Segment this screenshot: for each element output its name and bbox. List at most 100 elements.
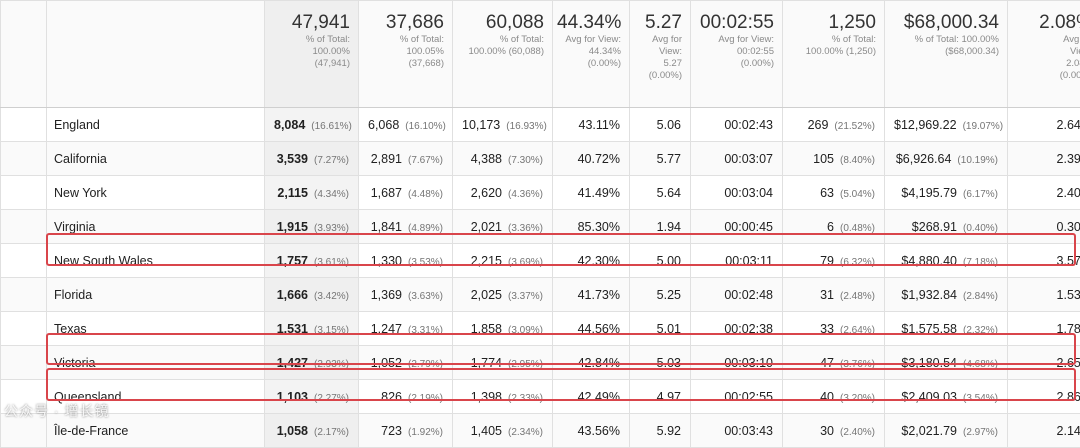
duration-value: 00:03:10 bbox=[724, 356, 773, 370]
cell-revenue: $4,195.79(6.17%) bbox=[885, 176, 1008, 210]
region-name[interactable]: New South Wales bbox=[47, 244, 265, 278]
duration-value: 00:02:48 bbox=[724, 288, 773, 302]
transactions-value: 33 bbox=[820, 322, 834, 336]
cell-users: 8,084(16.61%) bbox=[265, 108, 359, 142]
users-percent: (7.27%) bbox=[314, 155, 349, 166]
cell-new-users: 6,068(16.10%) bbox=[359, 108, 453, 142]
revenue-value: $3,180.54 bbox=[901, 356, 957, 370]
revenue-percent: (3.54%) bbox=[963, 393, 998, 404]
cell-revenue: $12,969.22(19.07%) bbox=[885, 108, 1008, 142]
sessions-percent: (3.36%) bbox=[508, 223, 543, 234]
sessions-percent: (3.37%) bbox=[508, 291, 543, 302]
region-name[interactable]: California bbox=[47, 142, 265, 176]
cell-pages: 5.00 bbox=[630, 244, 691, 278]
row-index-cell bbox=[1, 210, 47, 244]
cell-sessions: 10,173(16.93%) bbox=[453, 108, 553, 142]
users-percent: (3.61%) bbox=[314, 257, 349, 268]
cell-pages: 5.25 bbox=[630, 278, 691, 312]
cell-duration: 00:02:48 bbox=[691, 278, 783, 312]
summary-blank-name bbox=[47, 1, 265, 108]
sessions-value: 2,025 bbox=[471, 288, 502, 302]
bounce-rate-value: 43.11% bbox=[579, 118, 620, 132]
users-percent: (3.42%) bbox=[314, 291, 349, 302]
region-name[interactable]: Victoria bbox=[47, 346, 265, 380]
conversion-value: 2.39% bbox=[1057, 152, 1080, 166]
region-name[interactable]: Texas bbox=[47, 312, 265, 346]
summary-users: 47,941 % of Total: 100.00% (47,941) bbox=[265, 1, 359, 108]
region-name[interactable]: New York bbox=[47, 176, 265, 210]
cell-duration: 00:03:11 bbox=[691, 244, 783, 278]
new-users-percent: (16.10%) bbox=[405, 121, 446, 132]
cell-bounce-rate: 85.30% bbox=[553, 210, 630, 244]
cell-new-users: 1,687(4.48%) bbox=[359, 176, 453, 210]
cell-conversion: 2.40% bbox=[1008, 176, 1080, 210]
duration-value: 00:03:04 bbox=[724, 186, 773, 200]
users-percent: (3.93%) bbox=[314, 223, 349, 234]
region-name[interactable]: Florida bbox=[47, 278, 265, 312]
cell-pages: 5.77 bbox=[630, 142, 691, 176]
region-name[interactable]: England bbox=[47, 108, 265, 142]
conversion-value: 0.30% bbox=[1057, 220, 1080, 234]
new-users-percent: (4.48%) bbox=[408, 189, 443, 200]
revenue-percent: (2.84%) bbox=[963, 291, 998, 302]
revenue-percent: (19.07%) bbox=[963, 121, 1004, 132]
revenue-value: $6,926.64 bbox=[896, 152, 952, 166]
pages-value: 5.00 bbox=[657, 254, 681, 268]
sessions-value: 1,774 bbox=[471, 356, 502, 370]
users-value: 3,539 bbox=[277, 152, 308, 166]
cell-pages: 5.64 bbox=[630, 176, 691, 210]
cell-conversion: 2.39% bbox=[1008, 142, 1080, 176]
cell-transactions: 63(5.04%) bbox=[783, 176, 885, 210]
cell-users: 1,103(2.27%) bbox=[265, 380, 359, 414]
summary-sessions: 60,088 % of Total: 100.00% (60,088) bbox=[453, 1, 553, 108]
cell-sessions: 4,388(7.30%) bbox=[453, 142, 553, 176]
summary-new-users-value: 37,686 bbox=[363, 11, 444, 34]
summary-revenue: $68,000.34 % of Total: 100.00% ($68,000.… bbox=[885, 1, 1008, 108]
conversion-value: 2.86% bbox=[1057, 390, 1080, 404]
cell-revenue: $4,880.40(7.18%) bbox=[885, 244, 1008, 278]
cell-new-users: 1,247(3.31%) bbox=[359, 312, 453, 346]
cell-sessions: 2,215(3.69%) bbox=[453, 244, 553, 278]
cell-transactions: 31(2.48%) bbox=[783, 278, 885, 312]
transactions-percent: (0.48%) bbox=[840, 223, 875, 234]
transactions-value: 105 bbox=[813, 152, 834, 166]
pages-value: 5.06 bbox=[657, 118, 681, 132]
cell-pages: 5.92 bbox=[630, 414, 691, 448]
cell-conversion: 2.64% bbox=[1008, 108, 1080, 142]
cell-transactions: 47(3.76%) bbox=[783, 346, 885, 380]
cell-transactions: 269(21.52%) bbox=[783, 108, 885, 142]
revenue-value: $1,575.58 bbox=[901, 322, 957, 336]
cell-users: 1,531(3.15%) bbox=[265, 312, 359, 346]
row-index-cell bbox=[1, 108, 47, 142]
region-name[interactable]: Virginia bbox=[47, 210, 265, 244]
cell-revenue: $3,180.54(4.68%) bbox=[885, 346, 1008, 380]
cell-users: 1,757(3.61%) bbox=[265, 244, 359, 278]
transactions-percent: (3.76%) bbox=[840, 359, 875, 370]
duration-value: 00:00:45 bbox=[724, 220, 773, 234]
sessions-percent: (7.30%) bbox=[508, 155, 543, 166]
sessions-percent: (2.34%) bbox=[508, 427, 543, 438]
duration-value: 00:02:55 bbox=[724, 390, 773, 404]
row-index-cell bbox=[1, 312, 47, 346]
cell-bounce-rate: 41.49% bbox=[553, 176, 630, 210]
cell-conversion: 2.86% bbox=[1008, 380, 1080, 414]
row-index-cell bbox=[1, 346, 47, 380]
summary-bounce-rate: 44.34% Avg for View: 44.34% (0.00%) bbox=[553, 1, 630, 108]
new-users-percent: (3.31%) bbox=[408, 325, 443, 336]
revenue-value: $268.91 bbox=[912, 220, 957, 234]
cell-pages: 5.06 bbox=[630, 108, 691, 142]
sessions-percent: (3.09%) bbox=[508, 325, 543, 336]
cell-sessions: 1,774(2.95%) bbox=[453, 346, 553, 380]
cell-bounce-rate: 41.73% bbox=[553, 278, 630, 312]
transactions-percent: (3.20%) bbox=[840, 393, 875, 404]
